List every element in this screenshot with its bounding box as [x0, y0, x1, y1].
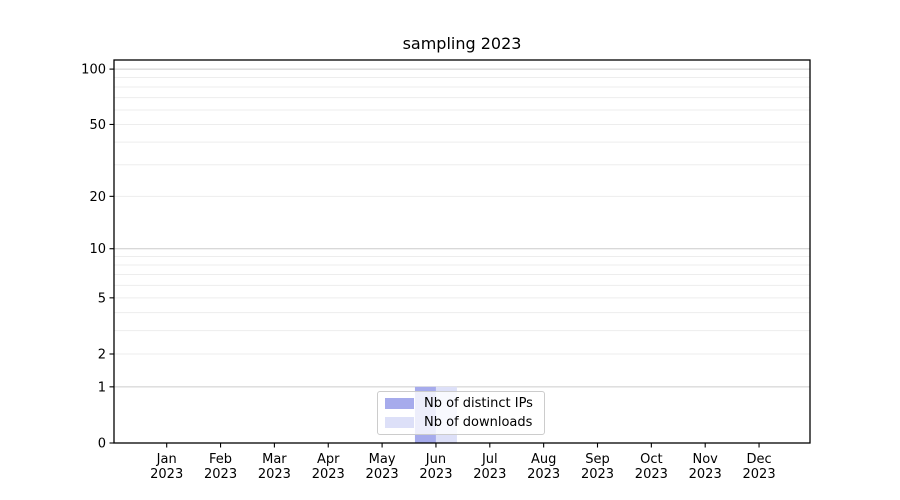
x-tick-label-month: Apr: [317, 452, 340, 467]
x-tick-label-year: 2023: [366, 467, 399, 482]
x-tick-label-year: 2023: [419, 467, 452, 482]
legend-label-downloads: Nb of downloads: [424, 415, 533, 430]
x-tick-label-month: Dec: [746, 452, 771, 467]
x-tick-label-month: Feb: [209, 452, 232, 467]
legend-swatch-distinct-ips: [385, 398, 414, 409]
y-tick-label: 0: [98, 437, 106, 452]
y-tick-label: 100: [81, 63, 106, 78]
chart-title: sampling 2023: [402, 34, 522, 53]
x-tick-label-month: Jan: [156, 452, 177, 467]
x-tick-label-year: 2023: [635, 467, 668, 482]
y-tick-label: 5: [98, 291, 106, 306]
y-tick-label: 10: [89, 242, 106, 257]
axis-frame: [113, 59, 811, 444]
x-tick-label-month: Mar: [262, 452, 287, 467]
legend-label-distinct-ips: Nb of distinct IPs: [424, 396, 533, 411]
x-tick-label-year: 2023: [312, 467, 345, 482]
x-tick-label-year: 2023: [581, 467, 614, 482]
y-tick-label: 1: [98, 380, 106, 395]
x-tick-label-month: Nov: [693, 452, 719, 467]
x-tick-label-year: 2023: [527, 467, 560, 482]
x-tick-label-month: Sep: [585, 452, 610, 467]
y-tick-label: 50: [89, 118, 106, 133]
y-tick-label: 20: [89, 190, 106, 205]
x-tick-label-month: Aug: [531, 452, 556, 467]
x-tick-label-year: 2023: [150, 467, 183, 482]
x-tick-label-year: 2023: [473, 467, 506, 482]
x-tick-label-year: 2023: [743, 467, 776, 482]
x-tick-label-month: Jul: [481, 452, 498, 467]
y-tick-label: 2: [98, 347, 106, 362]
x-tick-label-year: 2023: [204, 467, 237, 482]
x-tick-label-month: Jun: [425, 452, 446, 467]
legend-box: Nb of distinct IPs Nb of downloads: [377, 391, 545, 435]
x-tick-label-month: Oct: [640, 452, 662, 467]
legend-entry-distinct-ips: Nb of distinct IPs: [378, 396, 544, 412]
x-tick-label-month: May: [369, 452, 396, 467]
x-tick-label-year: 2023: [258, 467, 291, 482]
legend-entry-downloads: Nb of downloads: [378, 415, 544, 431]
x-tick-label-year: 2023: [689, 467, 722, 482]
legend-swatch-downloads: [385, 417, 414, 428]
